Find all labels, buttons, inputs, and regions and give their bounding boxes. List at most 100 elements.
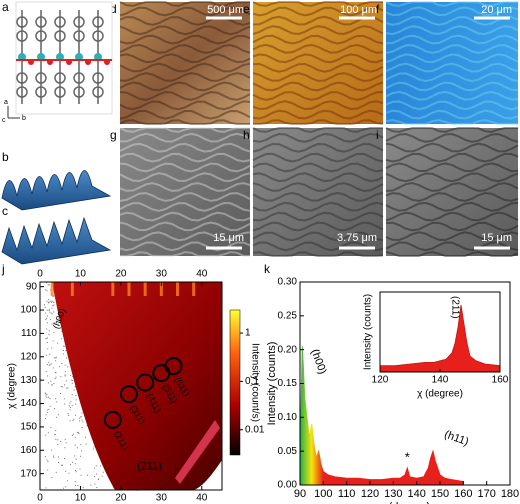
speckle [48,383,49,384]
x-tick-label: 100 [314,488,332,500]
speckle [65,376,66,377]
speckle [47,310,48,311]
speckle [74,390,75,391]
axis-letter: c [2,117,6,124]
annotation: (211) [137,461,162,473]
speckle [75,415,76,416]
speckle [48,362,49,363]
speckle [50,398,51,399]
speckle [78,433,79,434]
speckle [81,450,82,451]
speckle [47,460,48,461]
panel-label: i [376,128,379,142]
speckle [68,413,69,414]
scale-label: 20 μm [481,4,512,16]
speckle [60,441,61,442]
speckle [77,432,78,433]
x-tick-label: 120 [361,488,379,500]
speckle [63,350,64,351]
panel-label: e [243,2,250,16]
speckle [49,310,50,311]
y-tick-label: 0.05 [278,446,298,457]
speckle [67,366,68,367]
speckle [45,418,46,419]
speckle [96,487,97,488]
speckle [66,381,67,382]
speckle [61,465,62,466]
speckle [75,395,76,396]
speckle [63,354,64,355]
speckle [65,374,66,375]
x-tick-label: 20 [115,493,127,504]
speckle [48,299,49,300]
streak [176,282,179,296]
speckle [49,330,50,331]
speckle [47,412,48,413]
speckle [73,420,74,421]
speckle [50,301,51,302]
speckle [81,475,82,476]
speckle [53,302,54,303]
speckle [46,355,47,356]
speckle [58,462,59,463]
speckle [61,338,62,339]
speckle [64,384,65,385]
colorbar-tick-label: 0.01 [245,424,265,435]
y-axis-label: χ (degree) [7,363,18,409]
speckle [60,393,61,394]
speckle [53,305,54,306]
x-top-tick-label: 0 [37,269,43,280]
speckle [77,447,78,448]
x-tick-label: 140 [407,488,425,500]
axis-letter: b [22,115,26,122]
speckle [80,444,81,445]
speckle [94,468,95,469]
speckle [72,394,73,395]
speckle [50,364,51,365]
speckle [47,469,48,470]
inset-x-tick-label: 140 [432,375,449,386]
speckle [47,461,48,462]
colorbar-label: Intensity (count/s) [249,343,260,422]
speckle [56,472,57,473]
speckle [47,322,48,323]
scale-label: 15 μm [481,232,512,244]
speckle [93,449,94,450]
x-tick-label: 110 [338,488,356,500]
inset-x-tick-label: 160 [492,375,509,386]
speckle [98,479,99,480]
speckle [68,473,69,474]
speckle [49,312,50,313]
speckle [50,381,51,382]
speckle [45,395,46,396]
inset-annotation: (211) [449,296,460,319]
speckle [76,471,77,472]
y-tick-label: 100 [20,305,37,316]
scale-label: 100 μm [340,4,377,16]
y-tick-label: 110 [21,328,37,339]
speckle [65,439,66,440]
speckle [53,383,54,384]
film [2,218,110,264]
speckle [82,427,83,428]
x-tick-label: 150 [431,488,449,500]
speckle [75,485,76,486]
speckle [52,308,53,309]
speckle [46,318,47,319]
panel-label: c [2,204,8,218]
speckle [67,480,68,481]
speckle [48,302,49,303]
speckle [54,408,55,409]
speckle [47,290,48,291]
annotation: * [405,449,410,464]
speckle [77,485,78,486]
speckle [49,309,50,310]
panel-label: h [243,128,250,142]
speckle [94,446,95,447]
speckle [66,357,67,358]
panel-label: k [264,262,271,276]
speckle [79,420,80,421]
speckle [47,348,48,349]
speckle [70,420,71,421]
speckle [54,296,55,297]
